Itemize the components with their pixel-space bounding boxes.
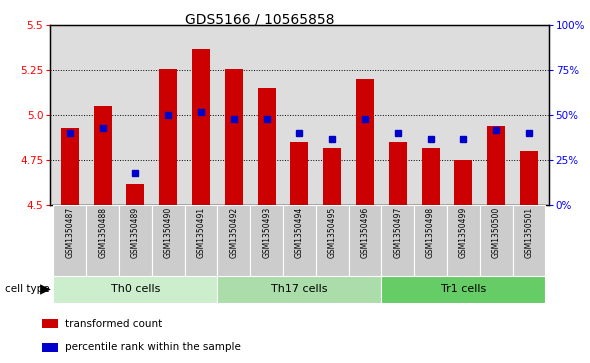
FancyBboxPatch shape: [381, 205, 414, 276]
Bar: [61, 128, 79, 205]
Text: GSM1350498: GSM1350498: [426, 207, 435, 258]
Text: GSM1350487: GSM1350487: [65, 207, 74, 258]
Text: GSM1350493: GSM1350493: [262, 207, 271, 258]
Bar: [94, 106, 112, 205]
FancyBboxPatch shape: [283, 205, 316, 276]
Text: GSM1350500: GSM1350500: [491, 207, 501, 258]
Text: GSM1350491: GSM1350491: [196, 207, 205, 258]
FancyBboxPatch shape: [119, 205, 152, 276]
FancyBboxPatch shape: [218, 205, 250, 276]
Text: GSM1350490: GSM1350490: [164, 207, 173, 258]
Polygon shape: [40, 284, 51, 295]
Bar: [389, 142, 407, 205]
Text: GSM1350499: GSM1350499: [459, 207, 468, 258]
Text: GSM1350494: GSM1350494: [295, 207, 304, 258]
Bar: [159, 69, 177, 205]
Text: percentile rank within the sample: percentile rank within the sample: [65, 342, 241, 352]
Bar: [258, 88, 276, 205]
FancyBboxPatch shape: [480, 205, 513, 276]
Text: GSM1350497: GSM1350497: [394, 207, 402, 258]
Text: GSM1350488: GSM1350488: [98, 207, 107, 258]
Text: GDS5166 / 10565858: GDS5166 / 10565858: [185, 13, 335, 27]
Bar: [192, 49, 210, 205]
Bar: [422, 148, 440, 205]
Text: GSM1350496: GSM1350496: [360, 207, 369, 258]
Bar: [520, 151, 538, 205]
Text: Th0 cells: Th0 cells: [111, 285, 160, 294]
Bar: [42, 319, 58, 329]
Text: GSM1350489: GSM1350489: [131, 207, 140, 258]
Bar: [487, 126, 505, 205]
FancyBboxPatch shape: [316, 205, 349, 276]
Text: GSM1350501: GSM1350501: [525, 207, 533, 258]
Text: Tr1 cells: Tr1 cells: [441, 285, 486, 294]
Text: transformed count: transformed count: [65, 319, 162, 329]
FancyBboxPatch shape: [86, 205, 119, 276]
Bar: [323, 148, 341, 205]
Bar: [126, 184, 145, 205]
FancyBboxPatch shape: [513, 205, 545, 276]
Text: Th17 cells: Th17 cells: [271, 285, 327, 294]
FancyBboxPatch shape: [250, 205, 283, 276]
Text: GSM1350492: GSM1350492: [230, 207, 238, 258]
FancyBboxPatch shape: [349, 205, 381, 276]
Bar: [225, 69, 243, 205]
FancyBboxPatch shape: [185, 205, 218, 276]
Bar: [290, 142, 309, 205]
Bar: [356, 79, 374, 205]
FancyBboxPatch shape: [54, 205, 86, 276]
Text: GSM1350495: GSM1350495: [327, 207, 337, 258]
FancyBboxPatch shape: [152, 205, 185, 276]
Bar: [42, 343, 58, 352]
FancyBboxPatch shape: [414, 205, 447, 276]
Text: cell type: cell type: [5, 285, 50, 294]
FancyBboxPatch shape: [218, 276, 381, 303]
Bar: [454, 160, 473, 205]
FancyBboxPatch shape: [447, 205, 480, 276]
FancyBboxPatch shape: [54, 276, 218, 303]
FancyBboxPatch shape: [381, 276, 545, 303]
